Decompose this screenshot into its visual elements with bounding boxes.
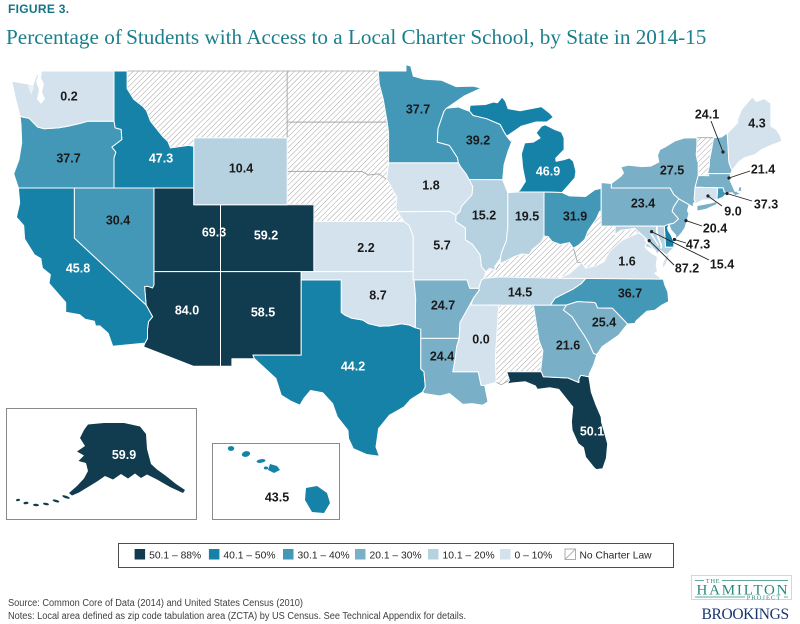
- svg-text:21.6: 21.6: [556, 339, 580, 353]
- svg-text:21.4: 21.4: [751, 163, 775, 177]
- svg-text:20.1 – 30%: 20.1 – 30%: [370, 551, 422, 562]
- svg-text:Percentage of Students with Ac: Percentage of Students with Access to a …: [6, 25, 706, 49]
- svg-text:84.0: 84.0: [175, 304, 199, 318]
- svg-text:43.5: 43.5: [265, 491, 289, 505]
- svg-text:5.7: 5.7: [433, 239, 450, 253]
- svg-text:Source: Common Core of Data (2: Source: Common Core of Data (2014) and U…: [8, 598, 303, 609]
- svg-text:0 – 10%: 0 – 10%: [515, 551, 553, 562]
- svg-text:1.6: 1.6: [618, 255, 635, 269]
- svg-text:31.9: 31.9: [563, 210, 587, 224]
- svg-text:69.3: 69.3: [202, 226, 226, 240]
- svg-text:1.8: 1.8: [422, 179, 439, 193]
- svg-text:Notes: Local area defined as z: Notes: Local area defined as zip code ta…: [8, 611, 466, 622]
- svg-text:46.9: 46.9: [536, 165, 560, 179]
- svg-text:No Charter Law: No Charter Law: [580, 551, 653, 562]
- svg-text:47.3: 47.3: [149, 152, 173, 166]
- svg-text:44.2: 44.2: [341, 360, 365, 374]
- svg-text:36.7: 36.7: [618, 287, 642, 301]
- svg-text:2.2: 2.2: [357, 241, 374, 255]
- svg-text:24.7: 24.7: [431, 299, 455, 313]
- svg-text:47.3: 47.3: [686, 238, 710, 252]
- svg-text:10.1 – 20%: 10.1 – 20%: [443, 551, 495, 562]
- svg-text:39.2: 39.2: [466, 134, 490, 148]
- svg-text:FIGURE 3.: FIGURE 3.: [8, 2, 69, 16]
- svg-text:50.1: 50.1: [580, 425, 604, 439]
- svg-text:0.0: 0.0: [472, 333, 489, 347]
- svg-text:4.3: 4.3: [748, 117, 765, 131]
- svg-text:37.7: 37.7: [56, 152, 80, 166]
- svg-text:9.0: 9.0: [724, 205, 741, 219]
- svg-text:58.5: 58.5: [251, 306, 275, 320]
- svg-text:30.1 – 40%: 30.1 – 40%: [298, 551, 350, 562]
- svg-text:10.4: 10.4: [229, 162, 253, 176]
- svg-text:23.4: 23.4: [631, 197, 655, 211]
- svg-text:15.2: 15.2: [472, 209, 496, 223]
- svg-text:19.5: 19.5: [515, 210, 539, 224]
- svg-text:0.2: 0.2: [60, 90, 77, 104]
- svg-text:30.4: 30.4: [106, 214, 130, 228]
- svg-text:24.1: 24.1: [695, 108, 719, 122]
- svg-text:45.8: 45.8: [66, 262, 90, 276]
- svg-text:24.4: 24.4: [430, 350, 454, 364]
- svg-text:PROJECT: PROJECT: [747, 595, 781, 602]
- svg-text:37.7: 37.7: [406, 103, 430, 117]
- svg-text:40.1 – 50%: 40.1 – 50%: [223, 551, 275, 562]
- svg-text:59.2: 59.2: [254, 229, 278, 243]
- svg-text:27.5: 27.5: [660, 164, 684, 178]
- svg-text:50.1 – 88%: 50.1 – 88%: [149, 551, 201, 562]
- svg-text:59.9: 59.9: [112, 448, 136, 462]
- svg-text:15.4: 15.4: [710, 258, 734, 272]
- svg-text:14.5: 14.5: [508, 286, 532, 300]
- svg-text:8.7: 8.7: [369, 289, 386, 303]
- svg-text:20.4: 20.4: [703, 222, 727, 236]
- svg-text:25.4: 25.4: [592, 316, 616, 330]
- svg-text:BROOKINGS: BROOKINGS: [702, 606, 790, 623]
- svg-text:87.2: 87.2: [675, 262, 699, 276]
- svg-text:37.3: 37.3: [754, 198, 778, 212]
- svg-text:THE: THE: [706, 578, 720, 585]
